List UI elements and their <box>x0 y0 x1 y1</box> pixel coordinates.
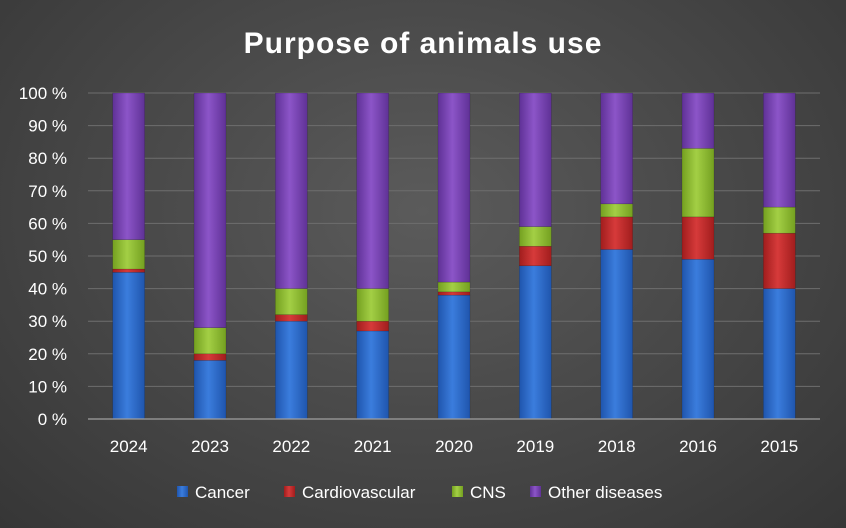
bar-cns-2019 <box>519 226 552 247</box>
y-tick-label: 70 % <box>28 182 67 201</box>
legend-swatch-other-diseases <box>530 486 541 497</box>
x-tick-label: 2019 <box>516 437 554 456</box>
bar-other-diseases-2023 <box>193 92 227 328</box>
x-tick-label: 2023 <box>191 437 229 456</box>
bar-cardiovascular-2022 <box>275 314 308 322</box>
bar-cancer-2024 <box>112 272 145 420</box>
bar-cancer-2019 <box>519 265 552 420</box>
bar-cns-2020 <box>437 281 471 293</box>
bar-cardiovascular-2015 <box>763 232 796 289</box>
y-tick-label: 20 % <box>28 345 67 364</box>
y-tick-label: 10 % <box>28 377 67 396</box>
bar-other-diseases-2020 <box>437 92 471 283</box>
bar-cns-2024 <box>112 239 145 270</box>
bar-cardiovascular-2021 <box>356 320 389 332</box>
bar-other-diseases-2024 <box>112 92 145 240</box>
y-tick-label: 0 % <box>38 410 67 429</box>
bar-other-diseases-2022 <box>275 92 308 289</box>
bar-other-diseases-2015 <box>763 92 796 208</box>
bar-cancer-2016 <box>681 259 715 420</box>
x-tick-label: 2024 <box>110 437 148 456</box>
y-tick-label: 50 % <box>28 247 67 266</box>
bar-cardiovascular-2019 <box>519 245 552 267</box>
bar-cardiovascular-2018 <box>600 216 633 250</box>
bar-cns-2021 <box>356 288 389 322</box>
legend-label-other-diseases: Other diseases <box>548 483 662 502</box>
bars <box>112 92 796 420</box>
bar-cns-2016 <box>681 148 715 218</box>
bar-cns-2018 <box>600 203 633 218</box>
bar-cardiovascular-2020 <box>437 291 471 296</box>
bar-cancer-2021 <box>356 330 389 420</box>
bar-cancer-2023 <box>193 360 227 420</box>
legend: Cancer Cardiovascular CNS Other diseases <box>177 483 662 502</box>
x-tick-label: 2015 <box>760 437 798 456</box>
legend-swatch-cns <box>452 486 463 497</box>
bar-other-diseases-2016 <box>681 92 715 149</box>
y-tick-label: 30 % <box>28 312 67 331</box>
legend-swatch-cardiovascular <box>284 486 295 497</box>
bar-cancer-2018 <box>600 249 633 420</box>
x-tick-label: 2021 <box>354 437 392 456</box>
bar-cns-2023 <box>193 327 227 355</box>
legend-swatch-cancer <box>177 486 188 497</box>
legend-label-cancer: Cancer <box>195 483 250 502</box>
bar-cancer-2022 <box>275 320 308 420</box>
bar-cardiovascular-2016 <box>681 216 715 260</box>
bar-cancer-2015 <box>763 288 796 420</box>
legend-label-cardiovascular: Cardiovascular <box>302 483 416 502</box>
bar-cardiovascular-2024 <box>112 268 145 273</box>
bar-other-diseases-2019 <box>519 92 552 227</box>
x-tick-label: 2018 <box>598 437 636 456</box>
x-tick-label: 2022 <box>272 437 310 456</box>
y-tick-label: 40 % <box>28 280 67 299</box>
bar-cns-2015 <box>763 206 796 234</box>
y-tick-label: 100 % <box>19 84 67 103</box>
bar-other-diseases-2021 <box>356 92 389 289</box>
y-tick-label: 60 % <box>28 214 67 233</box>
x-tick-label: 2020 <box>435 437 473 456</box>
bar-cardiovascular-2023 <box>193 353 227 361</box>
x-axis-ticks: 2024 2023 2022 2021 2020 2019 2018 2016 2015 <box>110 437 798 456</box>
legend-label-cns: CNS <box>470 483 506 502</box>
chart-title: Purpose of animals use <box>244 27 603 60</box>
bar-cancer-2020 <box>437 294 471 420</box>
y-axis-ticks: 0 % 10 % 20 % 30 % 40 % 50 % 60 % 70 % 80 % 90 % 1… <box>19 84 67 429</box>
bar-other-diseases-2018 <box>600 92 633 205</box>
y-tick-label: 80 % <box>28 149 67 168</box>
y-tick-label: 90 % <box>28 117 67 136</box>
x-tick-label: 2016 <box>679 437 717 456</box>
bar-cns-2022 <box>275 288 308 315</box>
